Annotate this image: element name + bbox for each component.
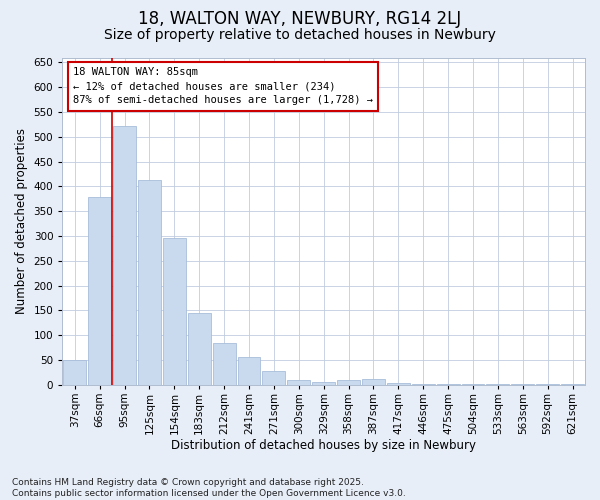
Bar	[387, 383, 410, 385]
Bar	[337, 380, 360, 385]
Bar	[212, 342, 236, 385]
Text: Contains HM Land Registry data © Crown copyright and database right 2025.
Contai: Contains HM Land Registry data © Crown c…	[12, 478, 406, 498]
Text: 18 WALTON WAY: 85sqm
← 12% of detached houses are smaller (234)
87% of semi-deta: 18 WALTON WAY: 85sqm ← 12% of detached h…	[73, 68, 373, 106]
Bar	[188, 314, 211, 385]
Bar	[287, 380, 310, 385]
Y-axis label: Number of detached properties: Number of detached properties	[15, 128, 28, 314]
Bar	[561, 384, 584, 385]
Bar	[88, 198, 111, 385]
Text: Size of property relative to detached houses in Newbury: Size of property relative to detached ho…	[104, 28, 496, 42]
Bar	[238, 357, 260, 385]
Bar	[113, 126, 136, 385]
Bar	[163, 238, 186, 385]
Text: 18, WALTON WAY, NEWBURY, RG14 2LJ: 18, WALTON WAY, NEWBURY, RG14 2LJ	[139, 10, 461, 28]
Bar	[138, 180, 161, 385]
X-axis label: Distribution of detached houses by size in Newbury: Distribution of detached houses by size …	[171, 440, 476, 452]
Bar	[312, 382, 335, 385]
Bar	[64, 360, 86, 385]
Bar	[362, 380, 385, 385]
Bar	[412, 384, 434, 385]
Bar	[262, 371, 286, 385]
Bar	[437, 384, 460, 385]
